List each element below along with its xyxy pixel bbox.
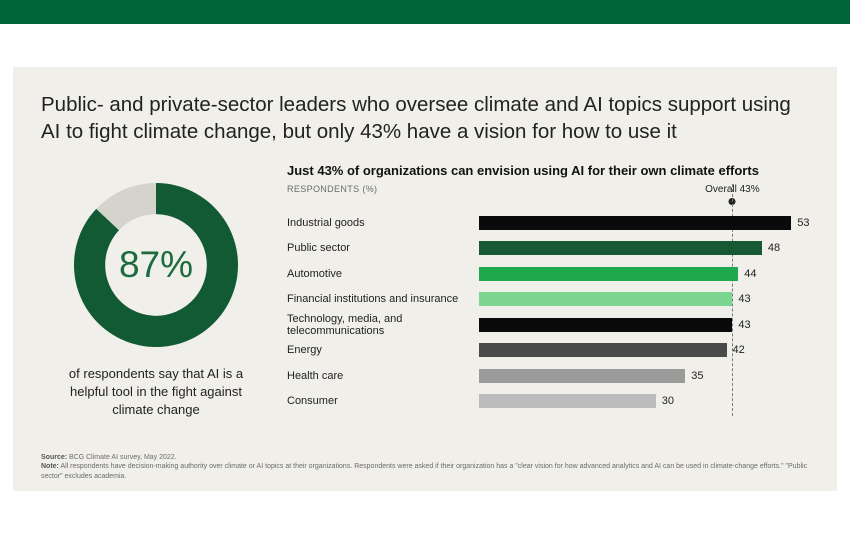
- bar-category-label: Industrial goods: [287, 217, 479, 229]
- bar-track: 44: [479, 267, 809, 281]
- bar-row: Public sector 48: [287, 236, 809, 262]
- bar-track: 48: [479, 241, 809, 255]
- bar-fill: [479, 343, 727, 357]
- source-text: BCG Climate AI survey, May 2022.: [69, 454, 177, 461]
- overall-label-text: Overall 43%: [705, 184, 759, 195]
- bar-row: Financial institutions and insurance 43: [287, 287, 809, 313]
- bar-value-label: 30: [662, 395, 674, 407]
- note-label: Note:: [41, 463, 59, 470]
- bar-row: Automotive 44: [287, 261, 809, 287]
- source-label: Source:: [41, 454, 67, 461]
- bar-value-label: 48: [768, 242, 780, 254]
- bar-category-label: Public sector: [287, 242, 479, 254]
- bar-track: 43: [479, 292, 809, 306]
- top-green-band: [0, 0, 850, 24]
- bar-row: Energy 42: [287, 338, 809, 364]
- bar-chart-column: Just 43% of organizations can envision u…: [271, 163, 809, 414]
- bar-category-label: Health care: [287, 370, 479, 382]
- donut-column: 87% of respondents say that AI is a help…: [41, 163, 271, 420]
- bar-value-label: 42: [733, 344, 745, 356]
- bottom-gap: [0, 491, 850, 560]
- donut-percent-label: 87%: [70, 179, 242, 351]
- top-gap: [0, 24, 850, 67]
- bar-row: Consumer 30: [287, 389, 809, 415]
- bar-track: 30: [479, 394, 809, 408]
- bar-value-label: 35: [691, 370, 703, 382]
- overall-marker: Overall 43%: [479, 184, 809, 210]
- headline-text: Public- and private-sector leaders who o…: [41, 91, 801, 145]
- bar-category-label: Energy: [287, 344, 479, 356]
- bar-axis-label: RESPONDENTS (%): [287, 184, 479, 194]
- note-text: All respondents have decision-making aut…: [41, 463, 807, 479]
- bar-fill: [479, 292, 732, 306]
- bar-grid: Industrial goods 53 Public sector 48 Automot…: [287, 210, 809, 414]
- donut-chart: 87%: [70, 179, 242, 351]
- overall-dot-icon: [729, 198, 736, 205]
- bar-track: 53: [479, 216, 809, 230]
- bar-fill: [479, 267, 738, 281]
- content-row: 87% of respondents say that AI is a help…: [41, 163, 809, 420]
- bar-value-label: 43: [738, 319, 750, 331]
- bar-track: 35: [479, 369, 809, 383]
- bar-category-label: Automotive: [287, 268, 479, 280]
- bar-value-label: 53: [797, 217, 809, 229]
- bar-value-label: 43: [738, 293, 750, 305]
- bar-track: 42: [479, 343, 809, 357]
- bar-row: Industrial goods 53: [287, 210, 809, 236]
- donut-caption: of respondents say that AI is a helpful …: [41, 365, 271, 420]
- bar-category-label: Financial institutions and insurance: [287, 293, 479, 305]
- bar-fill: [479, 318, 732, 332]
- bar-category-label: Technology, media, and telecommunication…: [287, 313, 479, 337]
- bar-category-label: Consumer: [287, 395, 479, 407]
- bar-fill: [479, 241, 762, 255]
- bar-fill: [479, 216, 791, 230]
- footnotes: Source: BCG Climate AI survey, May 2022.…: [41, 453, 809, 481]
- bar-track: 43: [479, 318, 809, 332]
- bar-value-label: 44: [744, 268, 756, 280]
- bar-row: Health care 35: [287, 363, 809, 389]
- bar-fill: [479, 394, 656, 408]
- bar-chart-title: Just 43% of organizations can envision u…: [287, 163, 809, 178]
- infographic-card: Public- and private-sector leaders who o…: [13, 67, 837, 491]
- bar-fill: [479, 369, 685, 383]
- bar-row: Technology, media, and telecommunication…: [287, 312, 809, 338]
